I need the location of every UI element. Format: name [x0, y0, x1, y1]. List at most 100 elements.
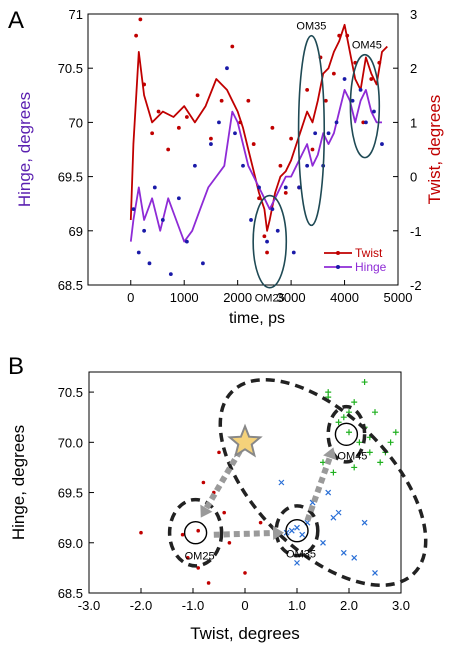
data-point-plus — [387, 439, 394, 446]
data-point-hinge — [334, 120, 339, 125]
data-point-twist — [278, 163, 283, 168]
data-point-twist — [262, 234, 267, 239]
data-point-twist — [310, 147, 315, 152]
data-point-twist — [195, 93, 200, 98]
data-point-plus — [335, 419, 342, 426]
transition-arrow-head — [323, 447, 337, 461]
data-point-hinge — [249, 218, 253, 222]
x-tick-label: 0 — [127, 290, 134, 305]
data-point-hinge — [184, 239, 189, 244]
data-point-cross — [330, 514, 337, 521]
plot-area — [139, 378, 428, 587]
panel-a: A 0 1000 2000 3000 4000 5000 68.5 69 69.5 70 70.5 71… — [8, 7, 444, 327]
data-point-twist — [219, 98, 224, 103]
y-axis-title: Hinge, degrees — [9, 425, 28, 540]
y-tick-label: 70.5 — [58, 385, 83, 400]
data-point-cross — [294, 524, 300, 531]
data-point-twist — [230, 44, 235, 49]
data-point-hinge — [265, 239, 269, 244]
data-point-plus — [325, 389, 332, 396]
data-point-twist — [323, 98, 328, 103]
data-point-hinge — [342, 77, 347, 81]
y-left-tick-label: 69 — [69, 224, 83, 239]
y-left-tick-label: 68.5 — [58, 278, 83, 293]
y-left-tick-label: 69.5 — [58, 170, 83, 185]
cluster-dashed-ellipse — [167, 497, 224, 568]
cluster-label: OM35 — [286, 549, 316, 561]
data-point-twist — [251, 142, 256, 146]
data-point-cross — [320, 539, 326, 546]
data-point-dot — [201, 480, 206, 485]
data-point-cross — [299, 531, 306, 538]
data-point-twist — [337, 33, 342, 38]
data-point-hinge — [225, 66, 229, 71]
x-tick-label: -1.0 — [182, 598, 204, 613]
data-point-hinge — [305, 163, 310, 168]
data-point-cross — [294, 559, 300, 566]
data-point-plus — [377, 459, 384, 466]
data-point-cross — [340, 549, 347, 556]
data-point-plus — [346, 429, 352, 436]
data-point-hinge — [358, 87, 363, 92]
plot-frame — [88, 371, 402, 594]
y-right-axis-title: Twist, degrees — [425, 95, 444, 205]
data-point-cross — [278, 479, 285, 486]
data-point-dot — [196, 566, 200, 570]
legend-label: Hinge — [355, 260, 387, 274]
data-point-dot — [139, 530, 143, 535]
data-point-plus — [356, 439, 363, 446]
y-tick-label: 68.5 — [58, 586, 83, 601]
cluster-center-circle — [334, 422, 359, 446]
data-point-cross — [372, 569, 378, 576]
data-point-dot — [222, 510, 226, 515]
series-line-twist — [129, 23, 388, 232]
transition-arrow-head — [200, 504, 213, 518]
y-tick-label: 70.0 — [58, 435, 83, 450]
data-point-hinge — [283, 185, 288, 190]
data-point-hinge — [326, 131, 331, 136]
data-point-plus — [351, 464, 358, 471]
data-point-hinge — [313, 131, 318, 136]
data-point-plus — [366, 449, 373, 456]
data-point-twist — [166, 147, 171, 152]
data-point-hinge — [136, 250, 141, 255]
data-point-twist — [134, 33, 139, 38]
data-point-hinge — [297, 185, 302, 190]
cluster-center-circle — [183, 521, 208, 545]
annotation-ellipse — [297, 34, 326, 227]
data-point-dot — [243, 571, 247, 575]
data-point-hinge — [152, 185, 157, 190]
plot-frame — [87, 13, 399, 286]
x-tick-label: -3.0 — [78, 598, 100, 613]
cluster-dashed-ellipse — [274, 504, 320, 558]
data-point-twist — [238, 120, 243, 125]
data-point-twist — [345, 33, 350, 38]
series-line-hinge — [129, 89, 382, 243]
annotation-ellipse — [349, 53, 381, 159]
data-point-twist — [305, 87, 310, 92]
starting-structure-star-icon — [227, 423, 263, 458]
data-point-dot — [180, 532, 185, 537]
transition-arrow-shaft — [304, 456, 333, 522]
y-tick-label: 69.0 — [58, 536, 83, 551]
data-point-twist — [289, 136, 294, 141]
x-tick-label: 0 — [241, 598, 248, 613]
data-point-plus — [330, 469, 337, 476]
cluster-label: OM45 — [337, 450, 367, 462]
data-point-hinge — [270, 207, 275, 212]
data-point-twist — [246, 98, 251, 103]
x-tick-label: 2000 — [223, 290, 252, 305]
x-tick-label: -2.0 — [130, 598, 152, 613]
data-point-twist — [257, 196, 261, 201]
x-axis-title: Twist, degrees — [190, 624, 300, 643]
data-point-dot — [206, 581, 211, 585]
y-left-axis-title: Hinge, degrees — [15, 92, 34, 207]
data-point-hinge — [291, 250, 296, 255]
data-point-hinge — [201, 261, 205, 266]
data-point-twist — [156, 109, 161, 114]
y-right-tick-label: 2 — [410, 61, 417, 76]
x-axis-title: time, ps — [229, 310, 285, 327]
cluster-label: OM25 — [185, 551, 215, 563]
data-point-twist — [377, 60, 382, 65]
